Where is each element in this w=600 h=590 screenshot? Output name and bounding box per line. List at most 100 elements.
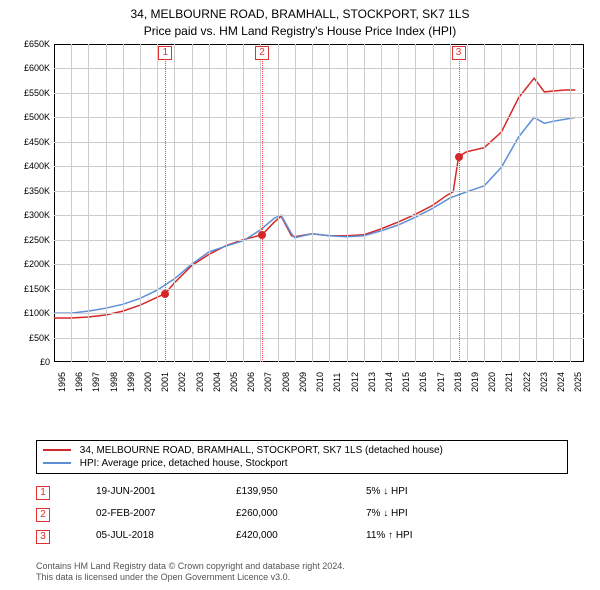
x-axis-label: 2012: [350, 372, 360, 392]
gridline-v: [295, 44, 296, 362]
y-axis-label: £100K: [18, 308, 50, 318]
legend-swatch-1: [43, 449, 71, 451]
y-axis-label: £0: [18, 357, 50, 367]
x-axis-label: 2002: [177, 372, 187, 392]
marker-badge: 2: [255, 46, 269, 60]
sale-dot: [455, 153, 463, 161]
gridline-v: [347, 44, 348, 362]
row-date: 19-JUN-2001: [96, 486, 155, 497]
y-axis-label: £250K: [18, 235, 50, 245]
legend-label-2: HPI: Average price, detached house, Stoc…: [80, 458, 288, 469]
marker-line: [165, 58, 166, 362]
gridline-h: [54, 191, 584, 192]
y-axis-label: £650K: [18, 39, 50, 49]
x-axis-label: 1996: [74, 372, 84, 392]
x-axis-label: 2008: [281, 372, 291, 392]
y-axis-label: £600K: [18, 63, 50, 73]
x-axis-label: 2023: [539, 372, 549, 392]
table-row: 1 19-JUN-2001 £139,950 5% ↓ HPI: [36, 486, 568, 508]
x-axis-label: 2000: [143, 372, 153, 392]
chart-title-1: 34, MELBOURNE ROAD, BRAMHALL, STOCKPORT,…: [0, 6, 600, 23]
gridline-v: [243, 44, 244, 362]
row-price: £139,950: [236, 486, 278, 497]
gridline-v: [71, 44, 72, 362]
gridline-v: [553, 44, 554, 362]
y-axis-label: £450K: [18, 137, 50, 147]
row-price: £420,000: [236, 530, 278, 541]
sale-dot: [258, 231, 266, 239]
gridline-v: [88, 44, 89, 362]
gridline-h: [54, 68, 584, 69]
y-axis-label: £200K: [18, 259, 50, 269]
row-marker: 1: [36, 486, 50, 500]
gridline-h: [54, 93, 584, 94]
gridline-v: [519, 44, 520, 362]
row-hpi: 7% ↓ HPI: [366, 508, 408, 519]
x-axis-label: 2016: [418, 372, 428, 392]
gridline-v: [364, 44, 365, 362]
row-hpi: 5% ↓ HPI: [366, 486, 408, 497]
x-axis-label: 2022: [522, 372, 532, 392]
x-axis-label: 2011: [332, 373, 342, 392]
gridline-v: [536, 44, 537, 362]
gridline-v: [433, 44, 434, 362]
y-axis-label: £550K: [18, 88, 50, 98]
x-axis-label: 2009: [298, 372, 308, 392]
x-axis-label: 2003: [195, 372, 205, 392]
marker-badge: 3: [452, 46, 466, 60]
gridline-v: [501, 44, 502, 362]
legend: 34, MELBOURNE ROAD, BRAMHALL, STOCKPORT,…: [36, 440, 568, 474]
gridline-v: [450, 44, 451, 362]
gridline-v: [123, 44, 124, 362]
x-axis-label: 1997: [91, 372, 101, 392]
marker-line: [262, 58, 263, 362]
x-axis-label: 2015: [401, 372, 411, 392]
y-axis-label: £50K: [18, 333, 50, 343]
x-axis-label: 2025: [573, 372, 583, 392]
x-axis-label: 2013: [367, 372, 377, 392]
gridline-v: [226, 44, 227, 362]
series-property: [54, 78, 575, 318]
x-axis-label: 2006: [246, 372, 256, 392]
x-axis-label: 2014: [384, 372, 394, 392]
y-axis-label: £500K: [18, 112, 50, 122]
legend-label-1: 34, MELBOURNE ROAD, BRAMHALL, STOCKPORT,…: [80, 445, 443, 456]
gridline-v: [174, 44, 175, 362]
marker-line: [459, 58, 460, 362]
gridline-v: [209, 44, 210, 362]
gridline-v: [570, 44, 571, 362]
x-axis-label: 2010: [315, 372, 325, 392]
x-axis-label: 2004: [212, 372, 222, 392]
gridline-v: [106, 44, 107, 362]
gridline-v: [415, 44, 416, 362]
row-date: 05-JUL-2018: [96, 530, 154, 541]
marker-badge: 1: [158, 46, 172, 60]
x-axis-label: 2001: [160, 372, 170, 392]
sale-dot: [161, 290, 169, 298]
gridline-h: [54, 240, 584, 241]
row-date: 02-FEB-2007: [96, 508, 155, 519]
gridline-v: [381, 44, 382, 362]
gridline-v: [192, 44, 193, 362]
y-axis-label: £150K: [18, 284, 50, 294]
row-hpi: 11% ↑ HPI: [366, 530, 413, 541]
row-marker: 2: [36, 508, 50, 522]
gridline-v: [329, 44, 330, 362]
gridline-h: [54, 166, 584, 167]
gridline-h: [54, 117, 584, 118]
gridline-v: [484, 44, 485, 362]
footer-line-1: Contains HM Land Registry data © Crown c…: [36, 561, 345, 573]
x-axis-label: 2017: [436, 372, 446, 392]
x-axis-label: 2020: [487, 372, 497, 392]
footer: Contains HM Land Registry data © Crown c…: [36, 561, 345, 584]
x-axis-label: 2019: [470, 372, 480, 392]
footer-line-2: This data is licensed under the Open Gov…: [36, 572, 345, 584]
gridline-h: [54, 289, 584, 290]
row-price: £260,000: [236, 508, 278, 519]
gridline-h: [54, 338, 584, 339]
chart: £0£50K£100K£150K£200K£250K£300K£350K£400…: [10, 44, 590, 404]
gridline-h: [54, 142, 584, 143]
x-axis-label: 2007: [263, 372, 273, 392]
row-marker: 3: [36, 530, 50, 544]
gridline-h: [54, 215, 584, 216]
